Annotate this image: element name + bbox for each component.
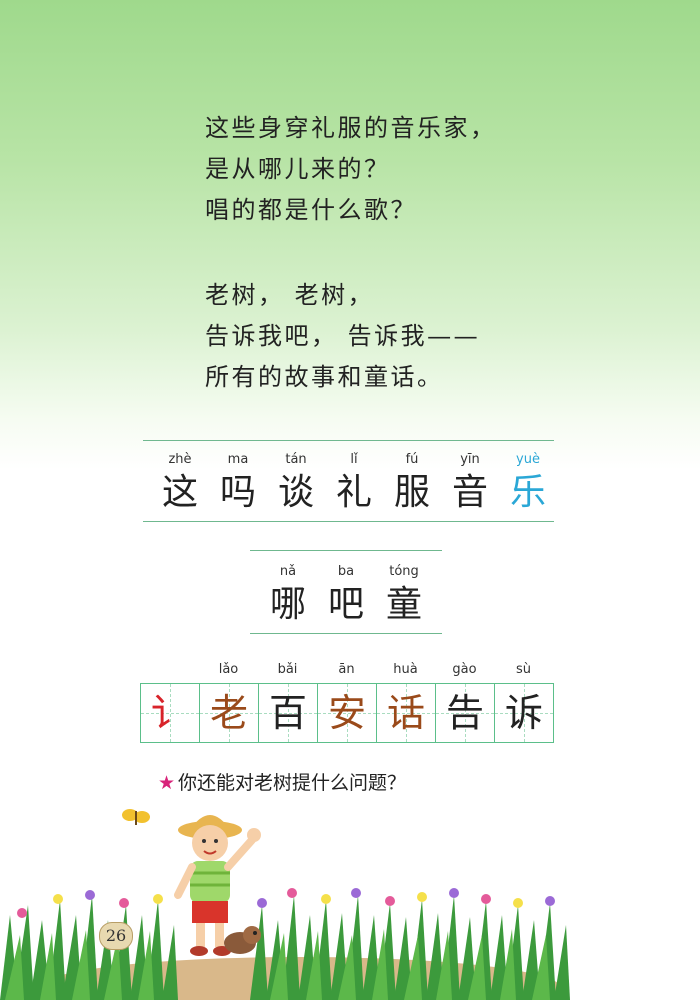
- pinyin: ba: [337, 564, 355, 579]
- pinyin: lǎo: [218, 662, 239, 677]
- page-number: 26: [99, 922, 133, 950]
- grid-cell: 百: [258, 684, 317, 742]
- writing-pinyin-row: lǎo bǎi ān huà gào sù: [199, 660, 553, 680]
- pinyin: sù: [515, 662, 531, 677]
- grid-cell: 话: [376, 684, 435, 742]
- star-icon: ★: [158, 772, 176, 794]
- vocab-item: yuè 乐: [499, 450, 557, 516]
- rule-line: [143, 440, 554, 441]
- vocab-row-2: nǎ 哪 ba 吧 tóng 童: [259, 562, 433, 628]
- writing-char: 告: [445, 691, 484, 735]
- pinyin: bǎi: [277, 662, 298, 677]
- writing-char: 安: [327, 691, 366, 735]
- pinyin: tán: [285, 452, 307, 467]
- radical-char: 讠: [150, 691, 189, 735]
- pinyin: zhè: [168, 452, 192, 467]
- pinyin: nǎ: [279, 564, 297, 579]
- vocab-item: ba 吧: [317, 562, 375, 628]
- poem-line: 这些身穿礼服的音乐家，: [205, 114, 497, 142]
- vocab-item: tóng 童: [375, 562, 433, 628]
- vocab-item: nǎ 哪: [259, 562, 317, 628]
- vocab-row-1: zhè 这 ma 吗 tán 谈 lǐ 礼 fú 服 yīn 音 yuè 乐: [151, 450, 557, 516]
- puppy-figure: [224, 926, 261, 954]
- vocab-item: fú 服: [383, 450, 441, 516]
- hanzi: 这: [161, 472, 198, 513]
- hanzi: 音: [451, 472, 488, 513]
- pinyin: lǐ: [350, 452, 358, 467]
- pinyin: fú: [405, 452, 419, 467]
- hanzi: 吗: [219, 472, 256, 513]
- grid-cell: 讠: [141, 684, 199, 742]
- writing-char: 老: [209, 691, 248, 735]
- poem: 这些身穿礼服的音乐家， 是从哪儿来的？ 唱的都是什么歌？ 老树， 老树， 告诉我…: [205, 108, 497, 398]
- rule-line: [250, 550, 442, 551]
- poem-line: 老树， 老树，: [205, 281, 375, 309]
- grid-cell: 告: [435, 684, 494, 742]
- vocab-item: zhè 这: [151, 450, 209, 516]
- question-text: 你还能对老树提什么问题？: [178, 772, 407, 794]
- hanzi: 服: [393, 472, 430, 513]
- pinyin: gào: [452, 662, 477, 677]
- writing-char: 百: [268, 691, 307, 735]
- hanzi: 吧: [327, 584, 364, 625]
- hanzi: 哪: [269, 584, 306, 625]
- boy-figure: [174, 815, 261, 956]
- butterfly-icon: [122, 809, 150, 825]
- poem-line: 唱的都是什么歌？: [205, 196, 417, 224]
- rule-line: [143, 521, 554, 522]
- illustration: [0, 809, 570, 1000]
- flowers: [17, 888, 555, 918]
- grass: [5, 929, 550, 1000]
- hanzi: 谈: [277, 472, 314, 513]
- vocab-item: yīn 音: [441, 450, 499, 516]
- grid-cell: 诉: [494, 684, 553, 742]
- pinyin: yīn: [460, 452, 480, 467]
- pinyin: ma: [227, 452, 249, 467]
- writing-grid: 讠 老 百 安 话 告 诉: [140, 683, 554, 743]
- hanzi: 童: [385, 584, 422, 625]
- poem-line: 是从哪儿来的？: [205, 155, 391, 183]
- poem-line: 告诉我吧， 告诉我——: [205, 322, 481, 350]
- writing-char: 话: [386, 691, 425, 735]
- grid-cell: 老: [199, 684, 258, 742]
- vocab-item: tán 谈: [267, 450, 325, 516]
- question-prompt: ★ 你还能对老树提什么问题？: [158, 768, 406, 795]
- rule-line: [250, 633, 442, 634]
- writing-char: 诉: [504, 691, 543, 735]
- vocab-item: ma 吗: [209, 450, 267, 516]
- hanzi: 乐: [509, 472, 546, 513]
- pinyin: huà: [393, 662, 418, 677]
- pinyin: ān: [338, 662, 355, 677]
- pinyin: yuè: [516, 452, 540, 467]
- vocab-item: lǐ 礼: [325, 450, 383, 516]
- hanzi: 礼: [335, 472, 372, 513]
- poem-line: 所有的故事和童话。: [205, 363, 444, 391]
- pinyin: tóng: [389, 564, 419, 579]
- grid-cell: 安: [317, 684, 376, 742]
